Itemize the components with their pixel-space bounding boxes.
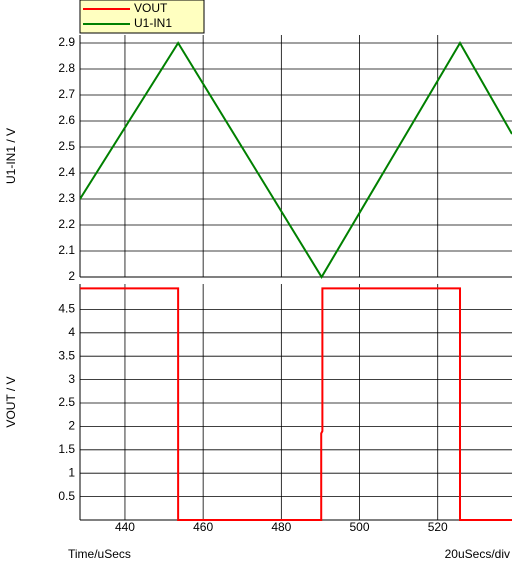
y-tick-label: 4	[68, 325, 75, 339]
x-tick-label: 440	[115, 520, 135, 534]
x-tick-label: 520	[428, 520, 448, 534]
legend-label: U1-IN1	[134, 16, 172, 30]
y-tick-label: 2.4	[58, 165, 75, 179]
y-tick-label: 4.5	[58, 302, 75, 316]
x-tick-label: 480	[271, 520, 291, 534]
y-tick-label: 2	[68, 269, 75, 283]
y-tick-label: 1.5	[58, 442, 75, 456]
y-axis-label: VOUT / V	[4, 376, 18, 427]
x-scale-label: 20uSecs/div	[445, 547, 510, 561]
legend-label: VOUT	[134, 1, 168, 15]
y-tick-label: 2.8	[58, 61, 75, 75]
y-tick-label: 2.5	[58, 395, 75, 409]
series-line	[80, 41, 512, 279]
y-tick-label: 2	[68, 419, 75, 433]
y-axis-label: U1-IN1 / V	[4, 128, 18, 184]
x-tick-label: 500	[350, 520, 370, 534]
y-tick-label: 2.2	[58, 217, 75, 231]
legend-box	[79, 0, 205, 34]
y-tick-label: 2.3	[58, 191, 75, 205]
series-line	[80, 287, 512, 521]
x-axis-label: Time/uSecs	[68, 547, 131, 561]
x-tick-label: 460	[193, 520, 213, 534]
y-tick-label: 2.7	[58, 87, 75, 101]
y-tick-label: 3	[68, 372, 75, 386]
y-tick-label: 2.9	[58, 35, 75, 49]
y-tick-label: 3.5	[58, 348, 75, 362]
y-tick-label: 2.5	[58, 139, 75, 153]
plot	[80, 287, 512, 521]
plot	[80, 41, 512, 279]
y-tick-label: 1	[68, 465, 75, 479]
y-tick-label: 2.1	[58, 243, 75, 257]
y-tick-label: 0.5	[58, 489, 75, 503]
y-tick-label: 2.6	[58, 113, 75, 127]
